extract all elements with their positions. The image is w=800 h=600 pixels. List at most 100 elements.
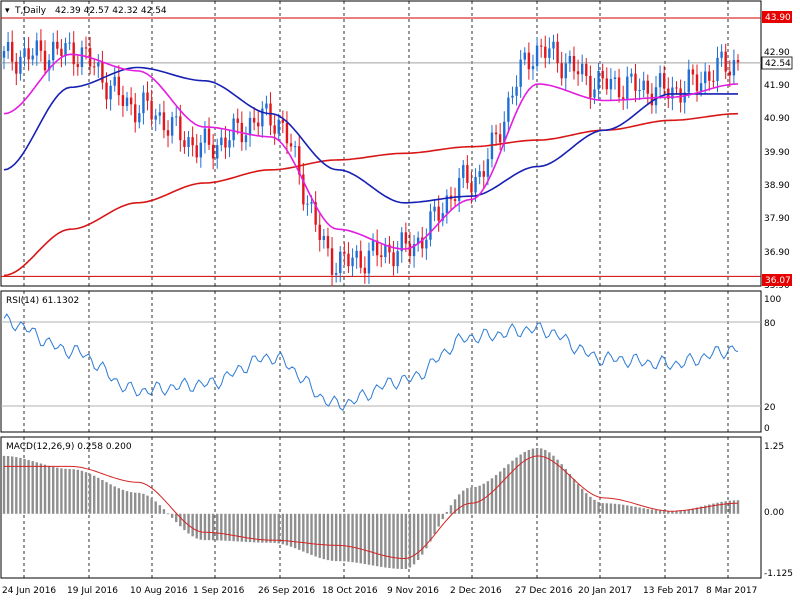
macd-bar <box>347 513 350 562</box>
candle-body <box>527 52 531 70</box>
rsi-pane[interactable] <box>0 290 762 433</box>
macd-bar <box>404 513 408 569</box>
time-axis: 24 Jun 2016 19 Jul 2016 10 Aug 2016 1 Sep 2… <box>2 586 757 596</box>
candle-body <box>515 86 518 96</box>
macd-bar <box>76 469 80 514</box>
chevron-down-icon[interactable]: ▾ <box>5 6 10 16</box>
candle-body <box>712 80 715 82</box>
candle-body <box>683 92 686 103</box>
macd-bar <box>257 513 260 543</box>
macd-bar <box>416 513 420 561</box>
candle-body <box>601 70 604 79</box>
candle-body <box>6 41 10 51</box>
date-tick-label: 27 Dec 2016 <box>515 586 573 596</box>
macd-bar <box>88 473 92 514</box>
macd-bar <box>523 451 526 514</box>
rsi-tick-label: 80 <box>764 319 776 329</box>
macd-bar <box>650 509 654 514</box>
macd-bar <box>724 501 727 514</box>
macd-bar <box>318 513 321 558</box>
macd-bar <box>68 469 71 514</box>
macd-bar <box>462 490 465 514</box>
candle-body <box>421 237 424 249</box>
macd-bar <box>531 448 535 514</box>
candle-body <box>298 146 301 175</box>
candle-body <box>191 137 194 146</box>
candle-body <box>388 244 391 253</box>
macd-bar <box>129 492 133 514</box>
macd-bar <box>638 507 641 514</box>
macd-bar <box>134 492 137 514</box>
candle-body <box>519 59 522 87</box>
candle-body <box>318 224 321 240</box>
candle-body <box>462 165 465 178</box>
macd-bar <box>97 477 100 514</box>
candle-body <box>334 273 338 275</box>
macd-bar <box>359 513 362 564</box>
candle-body <box>355 250 358 258</box>
support-tag-label: 36.07 <box>765 276 791 286</box>
macd-bar <box>470 487 473 514</box>
price-pane[interactable] <box>0 0 762 287</box>
candle-body <box>39 40 43 51</box>
candle-body <box>265 103 268 109</box>
candle-body <box>322 236 326 240</box>
macd-bar <box>548 452 551 514</box>
candle-body <box>170 117 174 136</box>
candle-body <box>437 206 440 221</box>
candle-body <box>621 97 625 99</box>
macd-bar <box>433 513 436 535</box>
price-tick-label: 39.90 <box>764 148 790 158</box>
macd-bar <box>609 503 613 514</box>
candle-body <box>146 92 149 101</box>
candle-body <box>507 97 510 122</box>
candle-body <box>687 69 690 93</box>
candle-body <box>273 125 276 134</box>
candle-body <box>56 41 59 49</box>
macd-bar <box>293 513 297 549</box>
candle-body <box>236 118 239 123</box>
macd-bar <box>503 467 506 514</box>
macd-bar <box>437 513 440 527</box>
macd-bar <box>593 499 596 514</box>
candle-body <box>416 237 420 244</box>
candle-body <box>68 42 71 44</box>
candle-body <box>60 48 63 56</box>
candle-body <box>585 63 588 76</box>
candle-body <box>11 41 14 62</box>
candle-body <box>617 77 621 98</box>
candle-body <box>19 56 22 74</box>
macd-bar <box>605 503 608 514</box>
macd-bar <box>716 502 719 514</box>
macd-bar <box>478 485 481 514</box>
macd-bar <box>31 461 34 514</box>
candle-body <box>224 137 227 148</box>
candle-body <box>396 251 399 267</box>
candle-body <box>244 135 248 143</box>
macd-bar <box>535 448 539 514</box>
macd-bar <box>679 510 682 514</box>
macd-bar <box>191 513 194 537</box>
macd-bar <box>142 493 145 514</box>
macd-bar <box>187 513 190 534</box>
candle-body <box>498 134 502 143</box>
price-axis: 42.90 41.90 40.90 39.90 38.90 37.90 36.9… <box>764 48 790 291</box>
candle-body <box>650 93 654 106</box>
macd-bar <box>39 463 43 514</box>
candle-body <box>64 43 67 56</box>
macd-bar <box>166 513 170 515</box>
macd-bar <box>113 486 116 514</box>
macd-bar <box>211 513 215 541</box>
macd-bar <box>683 510 686 514</box>
fast-moving-average-line <box>3 53 739 250</box>
macd-bar <box>515 457 518 514</box>
candle-body <box>248 117 252 136</box>
macd-bar <box>453 499 457 514</box>
candle-body <box>228 140 231 148</box>
macd-bar <box>589 496 592 514</box>
ohlc-label: 42.39 42.57 42.32 42.54 <box>55 6 167 16</box>
candle-body <box>23 48 26 57</box>
macd-bar <box>216 513 219 541</box>
candle-body <box>699 83 703 92</box>
macd-bar <box>388 513 391 569</box>
